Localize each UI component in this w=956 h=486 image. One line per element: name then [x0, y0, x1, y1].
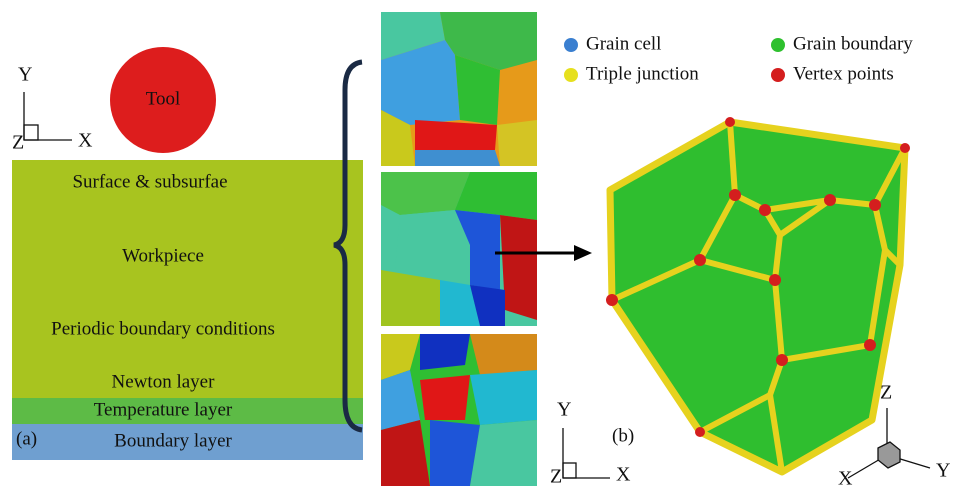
- region-label: Boundary layer: [114, 430, 232, 451]
- grain-panel: [381, 12, 537, 166]
- region-label: Temperature layer: [94, 399, 233, 420]
- panel-label: (a): [16, 428, 37, 449]
- grain-polyhedron: [606, 117, 910, 472]
- workpiece: [12, 160, 363, 398]
- page: Tool Surface & subsurfae Workpiece Perio…: [0, 0, 956, 486]
- region-label: Surface & subsurfae: [72, 171, 227, 192]
- region-label: Periodic boundary conditions: [51, 318, 275, 339]
- legend-marker: [771, 38, 785, 52]
- axis-label: Y: [936, 460, 950, 482]
- axis-label: Y: [557, 399, 571, 421]
- axis-label: Y: [18, 64, 32, 86]
- grain-panel: [381, 172, 537, 326]
- region-label: Workpiece: [122, 245, 204, 266]
- legend-marker: [771, 68, 785, 82]
- legend-label: Grain cell: [586, 33, 661, 54]
- axis-label: X: [78, 130, 93, 152]
- region-label: Newton layer: [112, 371, 216, 392]
- legend-label: Triple junction: [586, 63, 699, 84]
- axis-label: Z: [12, 132, 24, 154]
- axis-triad: [24, 92, 72, 140]
- tool-label: Tool: [146, 88, 181, 109]
- legend-label: Vertex points: [793, 63, 894, 84]
- axis-label: Z: [880, 382, 892, 404]
- axis-label: X: [616, 464, 631, 486]
- arrow-head: [574, 245, 592, 261]
- legend-marker: [564, 68, 578, 82]
- panel-label: (b): [612, 425, 634, 446]
- legend-label: Grain boundary: [793, 33, 913, 54]
- axis-triad: [563, 428, 610, 478]
- legend-marker: [564, 38, 578, 52]
- figure: Tool Surface & subsurfae Workpiece Perio…: [0, 0, 956, 486]
- grain-panel: [381, 334, 537, 486]
- axis-label: X: [838, 468, 853, 486]
- axis-label: Z: [550, 466, 562, 486]
